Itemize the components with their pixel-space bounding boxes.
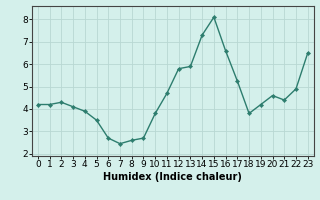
X-axis label: Humidex (Indice chaleur): Humidex (Indice chaleur) — [103, 172, 242, 182]
